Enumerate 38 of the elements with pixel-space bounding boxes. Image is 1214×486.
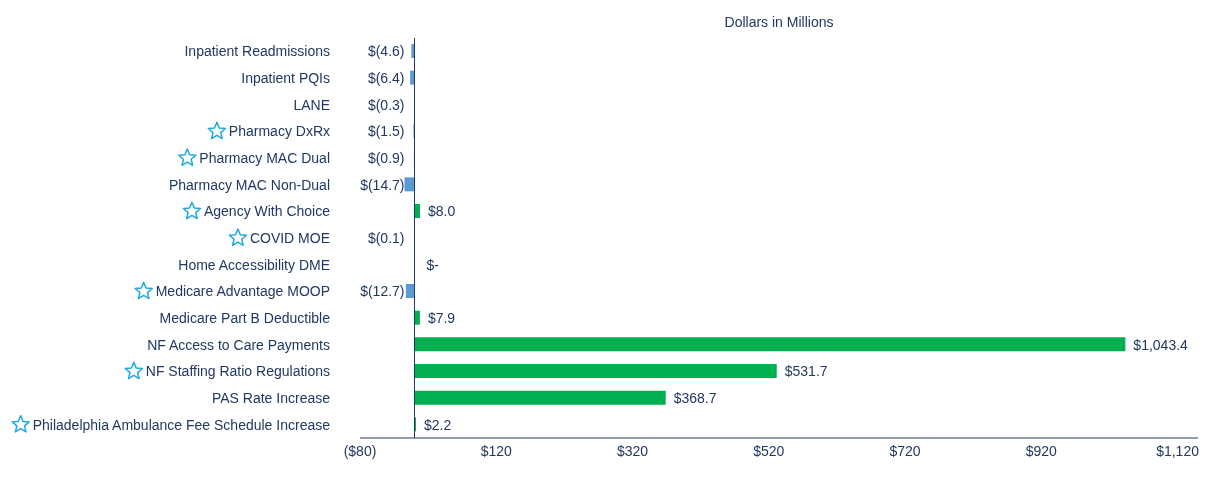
y-tick-label: Medicare Advantage MOOP: [155, 283, 330, 300]
data-label: $2.2: [424, 416, 452, 433]
y-tick-label: COVID MOE: [249, 230, 330, 246]
x-tick-label: ($80): [343, 442, 377, 459]
data-label: $368.7: [673, 390, 717, 406]
data-label: $7.9: [427, 310, 456, 326]
y-tick-label: Inpatient Readmissions: [184, 43, 330, 60]
data-label: $(0.3): [367, 96, 405, 113]
y-tick-label: Agency With Choice: [203, 203, 331, 220]
data-label: $(4.6): [367, 43, 405, 60]
data-label: $(0.1): [367, 230, 405, 246]
y-tick-label: PAS Rate Increase: [211, 390, 331, 406]
y-tick-label: Pharmacy MAC Non-Dual: [168, 176, 330, 193]
y-tick-label: Medicare Part B Deductible: [159, 310, 331, 326]
y-tick-label: Home Accessibility DME: [178, 256, 330, 273]
data-label: $(6.4): [367, 70, 405, 86]
data-label: $-: [426, 256, 440, 273]
data-label: $(0.9): [367, 150, 405, 166]
x-tick-label: $720: [889, 442, 921, 459]
x-tick-label: $320: [616, 442, 649, 459]
y-tick-label: Pharmacy DxRx: [228, 123, 330, 140]
x-tick-label: $1,120: [1156, 442, 1200, 459]
data-label: $8.0: [427, 203, 456, 220]
data-label: $(14.7): [360, 176, 405, 193]
data-label: $531.7: [784, 363, 828, 380]
y-tick-label: NF Access to Care Payments: [147, 336, 330, 353]
y-tick-label: Inpatient PQIs: [241, 70, 330, 86]
y-tick-label: Pharmacy MAC Dual: [199, 150, 330, 166]
chart-title: Dollars in Millions: [723, 14, 835, 30]
y-tick-label: NF Staffing Ratio Regulations: [145, 363, 330, 380]
y-tick-label: LANE: [293, 96, 330, 113]
data-label: $(12.7): [360, 283, 405, 300]
data-label: $(1.5): [367, 123, 405, 140]
y-tick-label: Philadelphia Ambulance Fee Schedule Increase: [32, 416, 331, 433]
x-tick-label: $920: [1025, 442, 1058, 459]
data-label: $1,043.4: [1133, 336, 1189, 353]
x-tick-label: $520: [753, 442, 785, 459]
x-tick-label: $120: [480, 442, 513, 459]
